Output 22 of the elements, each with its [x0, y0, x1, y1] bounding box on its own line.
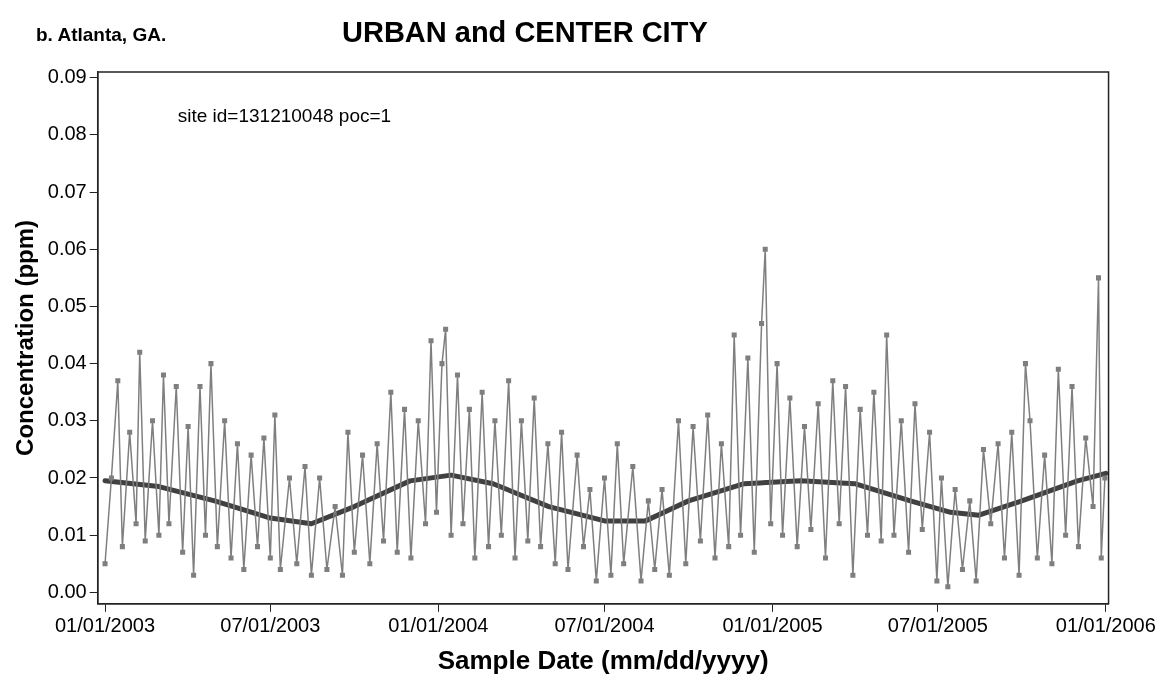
y-tick-label: 0.04 [47, 351, 87, 374]
x-tick-label: 01/01/2006 [1055, 614, 1156, 637]
x-tick-label: 07/01/2004 [554, 614, 655, 637]
y-tick-label: 0.06 [47, 236, 87, 259]
x-tick-label: 07/01/2005 [887, 614, 988, 637]
y-tick-label: 0.01 [47, 522, 87, 545]
y-tick-label: 0.08 [47, 122, 87, 145]
x-axis-title: Sample Date (mm/dd/yyyy) [437, 644, 769, 675]
chart-title: URBAN and CENTER CITY [342, 16, 708, 48]
x-tick-label: 01/01/2005 [722, 614, 823, 637]
y-tick-label: 0.05 [47, 293, 87, 316]
x-tick-label: 07/01/2003 [220, 614, 321, 637]
chart-subtitle: b. Atlanta, GA. [36, 24, 167, 46]
y-tick-label: 0.07 [47, 179, 87, 202]
y-tick-label: 0.09 [47, 65, 87, 88]
annotation: site id=131210048 poc=1 [177, 105, 392, 127]
y-tick-label: 0.02 [47, 465, 87, 488]
y-tick-label: 0.00 [47, 579, 87, 602]
y-tick-label: 0.03 [47, 408, 87, 431]
x-tick-label: 01/01/2003 [54, 614, 156, 637]
y-axis-title: Concentration (ppm) [11, 219, 39, 456]
x-tick-label: 01/01/2004 [388, 614, 489, 637]
